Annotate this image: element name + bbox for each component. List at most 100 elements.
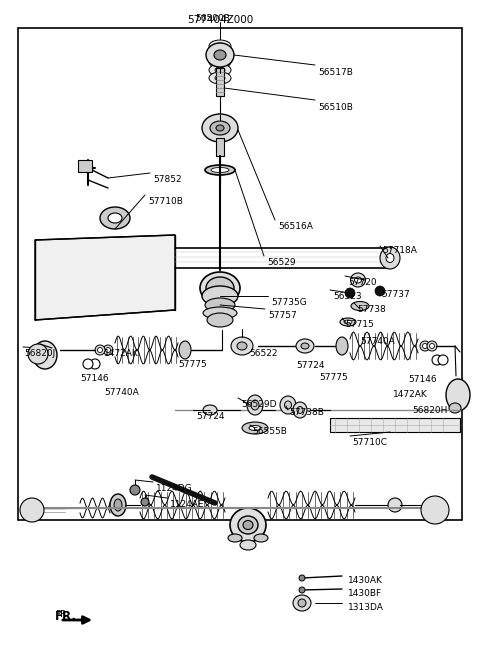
Bar [216,68,224,96]
Text: 1313DA: 1313DA [348,603,384,612]
Ellipse shape [215,59,225,65]
Ellipse shape [280,396,296,414]
Ellipse shape [293,402,307,418]
Ellipse shape [215,75,225,81]
Bar [330,418,460,432]
Ellipse shape [200,272,240,304]
Ellipse shape [203,405,217,415]
Ellipse shape [209,64,231,76]
Text: 1430BF: 1430BF [348,589,382,598]
Text: 56555B: 56555B [252,427,287,436]
Bar [18,28,462,520]
Text: 57740A: 57740A [104,388,139,397]
Text: 57718A: 57718A [382,246,417,255]
Circle shape [299,575,305,581]
Ellipse shape [422,344,428,348]
Ellipse shape [209,40,231,52]
Ellipse shape [205,165,235,175]
Ellipse shape [207,313,233,327]
Text: 57724: 57724 [296,361,324,370]
Ellipse shape [293,595,311,611]
Ellipse shape [100,207,130,229]
Ellipse shape [355,277,361,283]
Text: 56517B: 56517B [318,68,353,77]
Circle shape [130,485,140,495]
Ellipse shape [251,400,259,410]
Ellipse shape [228,534,242,542]
Ellipse shape [209,56,231,68]
Text: 57852: 57852 [153,175,181,184]
Text: 56820J: 56820J [24,349,55,358]
Ellipse shape [206,43,234,67]
Ellipse shape [103,345,113,355]
Text: 56500B: 56500B [195,14,230,23]
Ellipse shape [296,339,314,353]
Ellipse shape [344,320,352,324]
Ellipse shape [449,403,461,413]
Text: 1124DG: 1124DG [156,484,192,493]
Text: 57775: 57775 [319,373,348,382]
Ellipse shape [350,273,365,287]
Ellipse shape [351,302,369,310]
Ellipse shape [231,337,253,355]
Ellipse shape [297,407,303,413]
Text: 57715: 57715 [345,320,374,329]
Ellipse shape [215,67,225,73]
Ellipse shape [388,498,402,512]
Text: 57710C: 57710C [352,438,387,447]
Ellipse shape [381,248,399,268]
Ellipse shape [211,167,229,173]
Circle shape [432,355,442,365]
Text: 57724: 57724 [196,412,225,421]
Ellipse shape [380,247,400,269]
Ellipse shape [202,286,238,306]
Ellipse shape [206,277,234,299]
Ellipse shape [215,51,225,57]
Ellipse shape [446,379,470,411]
Text: 57740A: 57740A [360,337,395,346]
Ellipse shape [301,343,309,349]
Ellipse shape [114,499,122,511]
Text: FR.: FR. [55,610,77,623]
Text: 57775: 57775 [178,360,207,369]
Ellipse shape [95,345,105,355]
Text: 57735G: 57735G [271,298,307,307]
Ellipse shape [202,114,238,142]
Circle shape [375,286,385,296]
Ellipse shape [336,337,348,355]
Circle shape [345,288,355,298]
Text: 1124AE: 1124AE [170,500,204,509]
Circle shape [421,496,449,524]
Ellipse shape [420,341,430,351]
Ellipse shape [340,318,356,326]
Circle shape [28,344,48,364]
Text: 56529: 56529 [267,258,296,267]
Text: 56516A: 56516A [278,222,313,231]
Ellipse shape [216,125,224,131]
Ellipse shape [430,344,434,348]
Circle shape [141,498,149,506]
Text: 56523: 56523 [333,292,361,301]
Text: 1472AK: 1472AK [393,390,428,399]
Ellipse shape [108,213,122,223]
Text: 1472AK: 1472AK [104,349,139,358]
Ellipse shape [106,348,110,352]
Ellipse shape [209,48,231,60]
Bar [216,138,224,156]
Ellipse shape [243,520,253,529]
Ellipse shape [238,516,258,534]
Circle shape [299,587,305,593]
Ellipse shape [249,426,261,430]
Ellipse shape [242,422,268,434]
Text: 57738B: 57738B [289,408,324,417]
Ellipse shape [237,342,247,350]
Text: 56529D: 56529D [241,400,276,409]
Text: 56510B: 56510B [318,103,353,112]
Circle shape [90,359,100,369]
Circle shape [83,359,93,369]
Circle shape [438,355,448,365]
Ellipse shape [254,534,268,542]
Ellipse shape [427,341,437,351]
Text: 57738: 57738 [357,305,386,314]
Ellipse shape [298,599,306,607]
